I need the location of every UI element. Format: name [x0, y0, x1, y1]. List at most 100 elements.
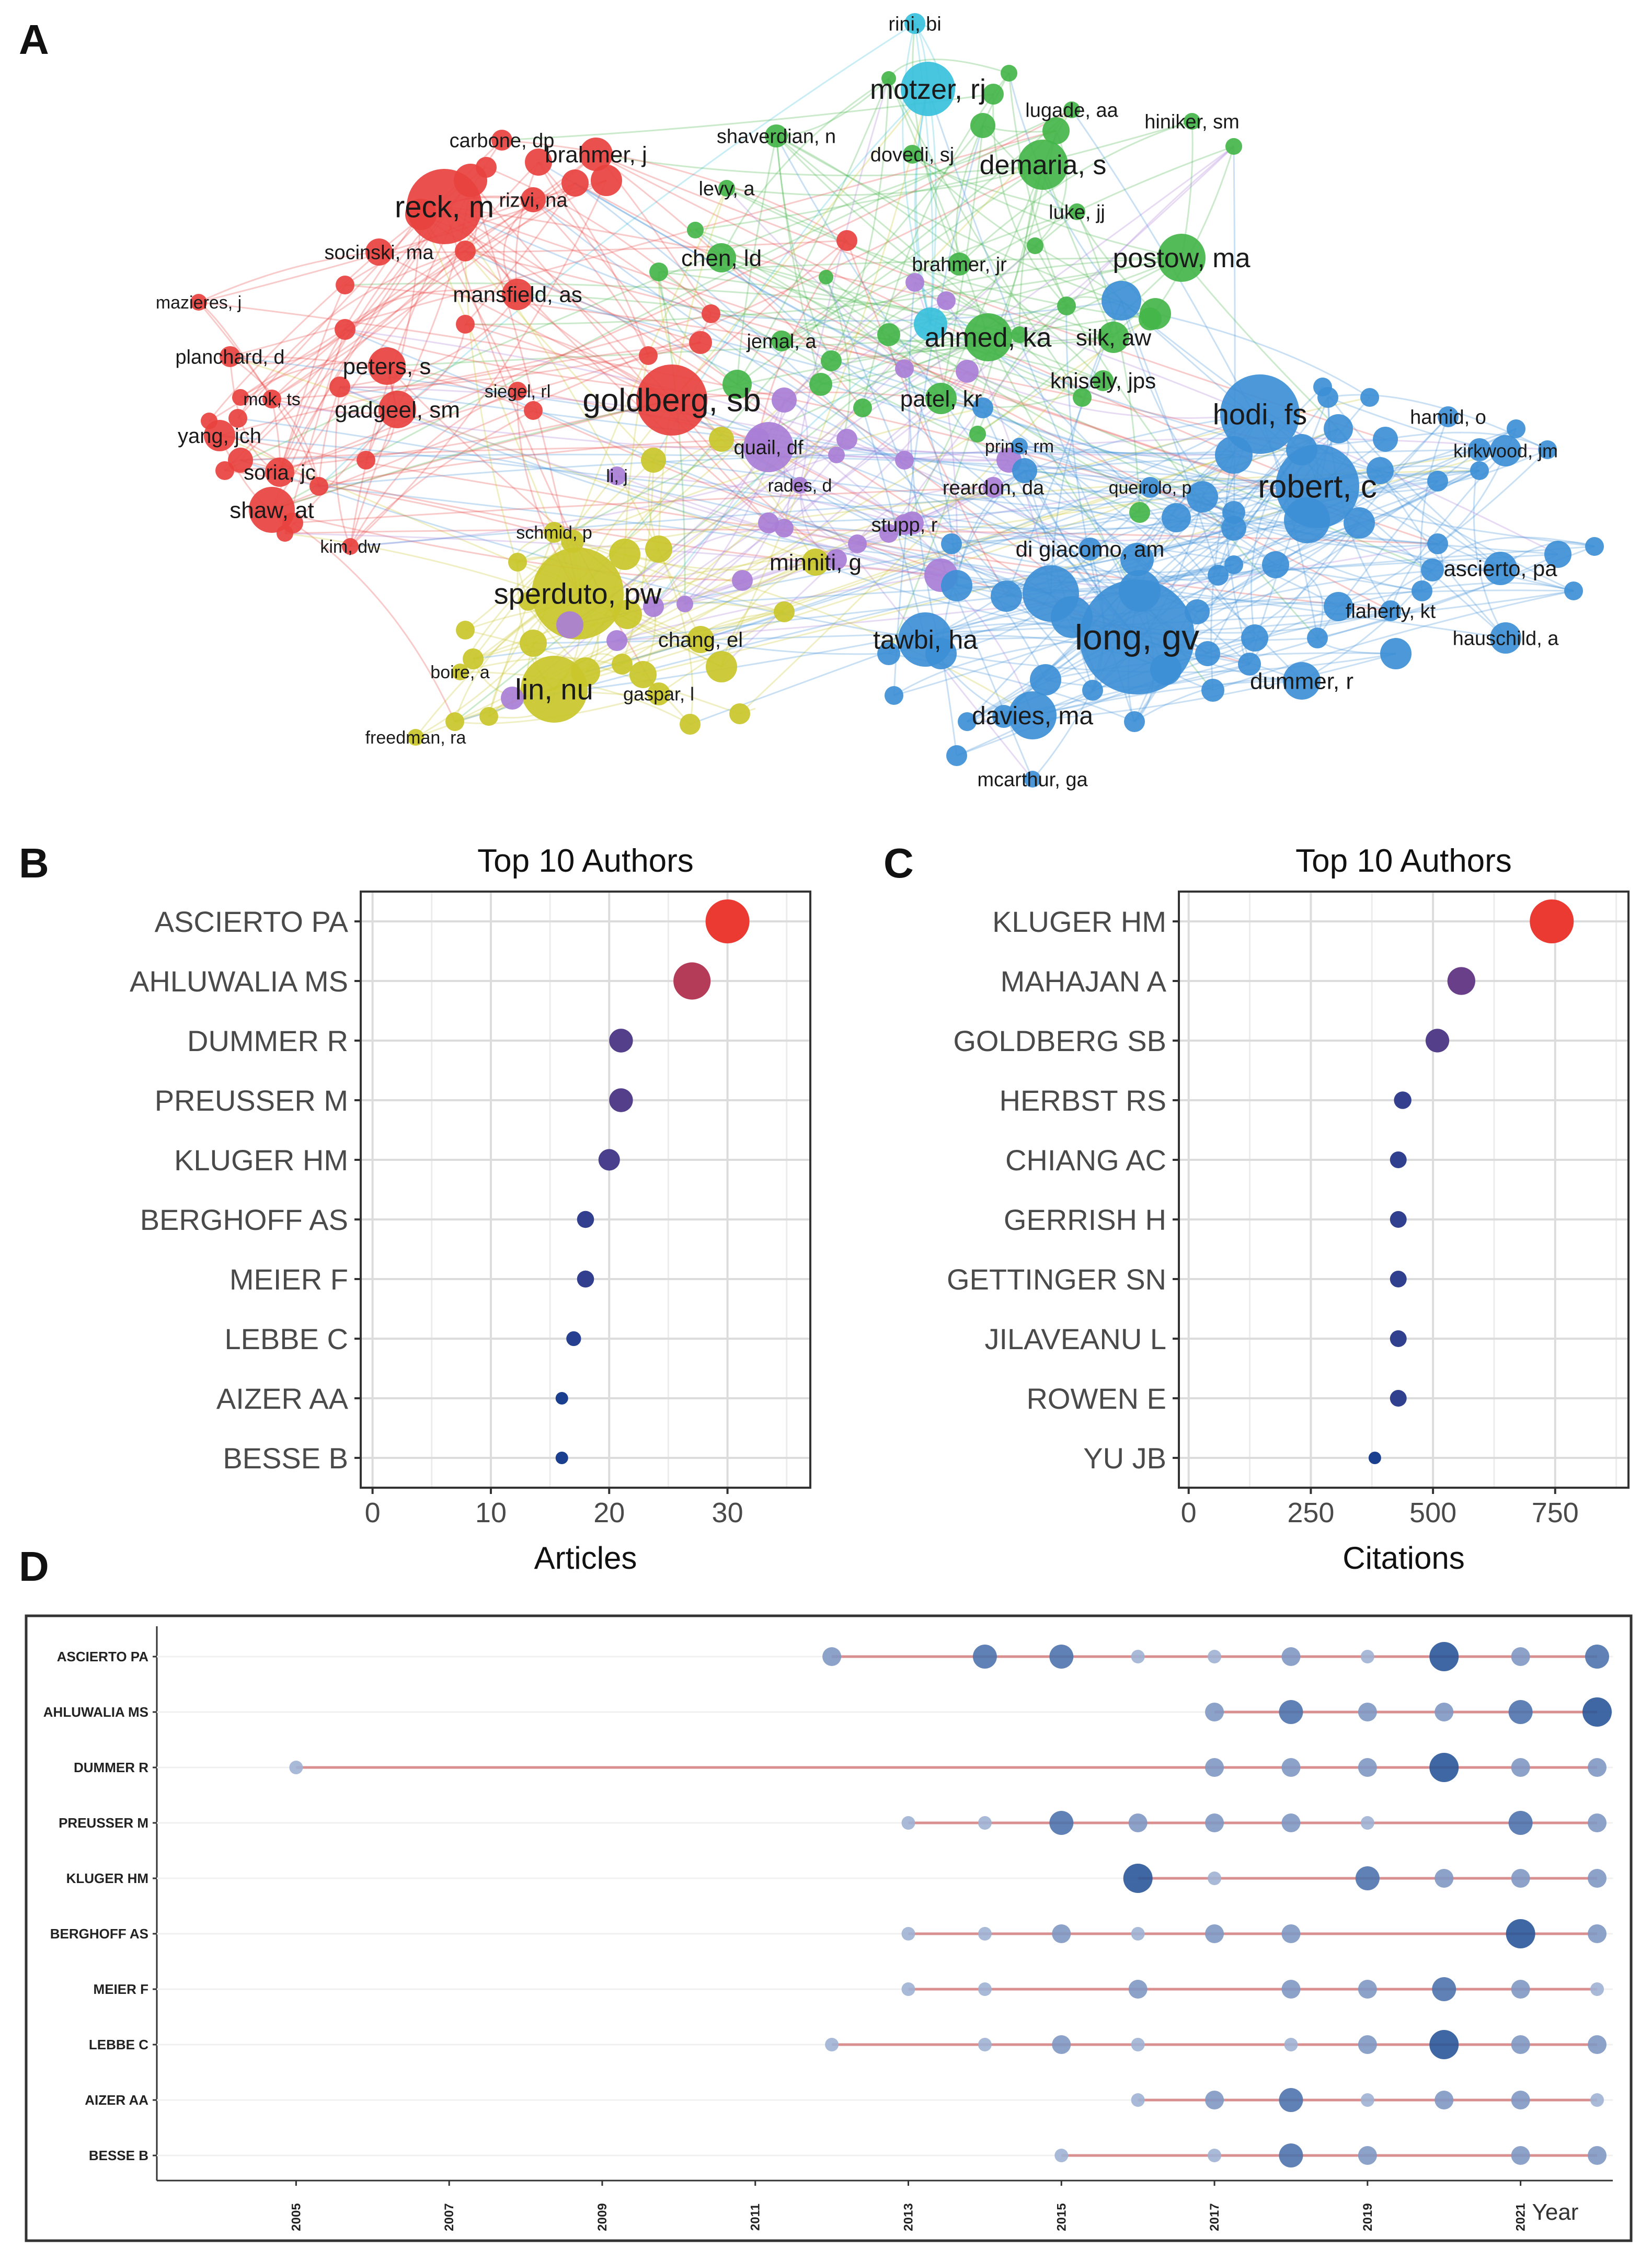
network-edge: [940, 164, 1044, 399]
network-node: [452, 664, 468, 680]
network-edge: [912, 153, 1182, 259]
data-point: [577, 1211, 594, 1228]
network-node: [1284, 497, 1330, 543]
network-node: [991, 580, 1022, 612]
network-edge: [967, 397, 1329, 723]
network-edge: [595, 153, 1043, 177]
network-edge: [721, 257, 1083, 398]
network-node: [1030, 664, 1061, 695]
network-node: [544, 522, 565, 543]
network-edge: [830, 78, 890, 361]
publication-point: [1511, 1758, 1530, 1777]
network-edge: [888, 470, 1480, 655]
network-edge: [271, 153, 596, 400]
x-tick-label: 500: [1409, 1497, 1456, 1528]
network-node: [1538, 440, 1557, 459]
node-label: gaspar, l: [623, 683, 694, 705]
publication-point: [1508, 1811, 1533, 1835]
node-label: chen, ld: [681, 245, 762, 271]
network-edge: [776, 77, 890, 137]
network-node: [894, 514, 915, 535]
node-label: soria, jc: [244, 461, 316, 484]
node-label: freedman, ra: [365, 728, 466, 748]
node-label: lin, nu: [515, 673, 593, 706]
network-edge: [318, 438, 759, 487]
data-point: [1368, 1452, 1381, 1464]
network-edge: [940, 397, 1595, 547]
network-node: [1307, 628, 1328, 648]
network-edge: [1217, 428, 1339, 576]
publication-point: [1588, 2035, 1607, 2054]
network-edge: [279, 214, 422, 473]
network-edge: [219, 341, 701, 437]
coauthor-network: rini, bi motzer, rj lugade, aa hiniker, sm s…: [156, 13, 1604, 791]
data-point: [1390, 1211, 1407, 1228]
network-node: [1324, 414, 1353, 443]
panel-label-c: C: [884, 840, 914, 886]
network-node: [455, 241, 476, 261]
publication-point: [1588, 1924, 1607, 1943]
publication-point: [972, 1645, 997, 1669]
node-label: hodi, fs: [1213, 398, 1307, 431]
chart-grid: [361, 892, 810, 1488]
network-node: [1201, 679, 1224, 702]
network-edge: [284, 529, 1438, 545]
network-node: [508, 553, 527, 572]
network-edge: [464, 182, 576, 325]
network-node: [639, 346, 658, 365]
network-node: [613, 600, 642, 629]
network-node: [1421, 558, 1444, 581]
network-node: [1470, 461, 1489, 480]
timeline-frame: [25, 1614, 1633, 2242]
network-node: [958, 712, 977, 731]
network-edge: [736, 135, 777, 385]
network-node: [771, 330, 792, 351]
publication-point: [978, 1816, 992, 1830]
node-label: goldberg, sb: [582, 383, 761, 419]
network-node: [579, 138, 613, 171]
publication-point: [1588, 1758, 1607, 1777]
publication-point: [1131, 2093, 1145, 2107]
node-label: boire, a: [430, 663, 489, 682]
network-edge: [695, 229, 889, 336]
node-label: quail, df: [733, 437, 804, 459]
network-nodes: [190, 13, 1604, 788]
network-node: [556, 611, 583, 638]
y-tick-label: ASCIERTO PA: [155, 905, 349, 938]
network-edge: [721, 257, 1104, 382]
network-node: [948, 253, 971, 276]
publication-point: [1054, 2149, 1069, 2162]
publication-point: [289, 1761, 303, 1774]
network-node: [707, 243, 736, 272]
publication-point: [1511, 1647, 1530, 1666]
node-label: ahmed, ka: [925, 323, 1052, 353]
network-node: [802, 549, 829, 576]
network-edge: [988, 318, 1151, 345]
x-tick-label: 750: [1532, 1497, 1579, 1528]
publication-point: [1511, 2091, 1530, 2109]
network-node: [525, 149, 552, 176]
network-edge: [700, 638, 889, 655]
network-edge: [783, 78, 890, 529]
network-edge: [585, 486, 1151, 673]
network-edge: [554, 531, 785, 613]
network-edge: [658, 257, 1182, 273]
network-edge: [904, 519, 1307, 530]
network-node: [1262, 551, 1289, 578]
publication-point: [1049, 1645, 1074, 1669]
publication-point: [1511, 2035, 1530, 2054]
network-node: [709, 427, 734, 452]
network-edge: [533, 199, 1091, 550]
network-edge: [893, 125, 984, 696]
y-tick-label: KLUGER HM: [174, 1144, 348, 1177]
network-node: [1220, 374, 1300, 454]
publication-point: [1205, 1813, 1224, 1832]
node-label: li, j: [606, 466, 628, 486]
publication-point: [1588, 2146, 1607, 2165]
network-edge: [903, 368, 958, 586]
network-node: [1069, 203, 1085, 220]
network-node: [722, 370, 752, 399]
y-tick-label: YU JB: [1083, 1442, 1166, 1475]
network-edge: [862, 336, 989, 409]
network-edge: [720, 88, 929, 667]
